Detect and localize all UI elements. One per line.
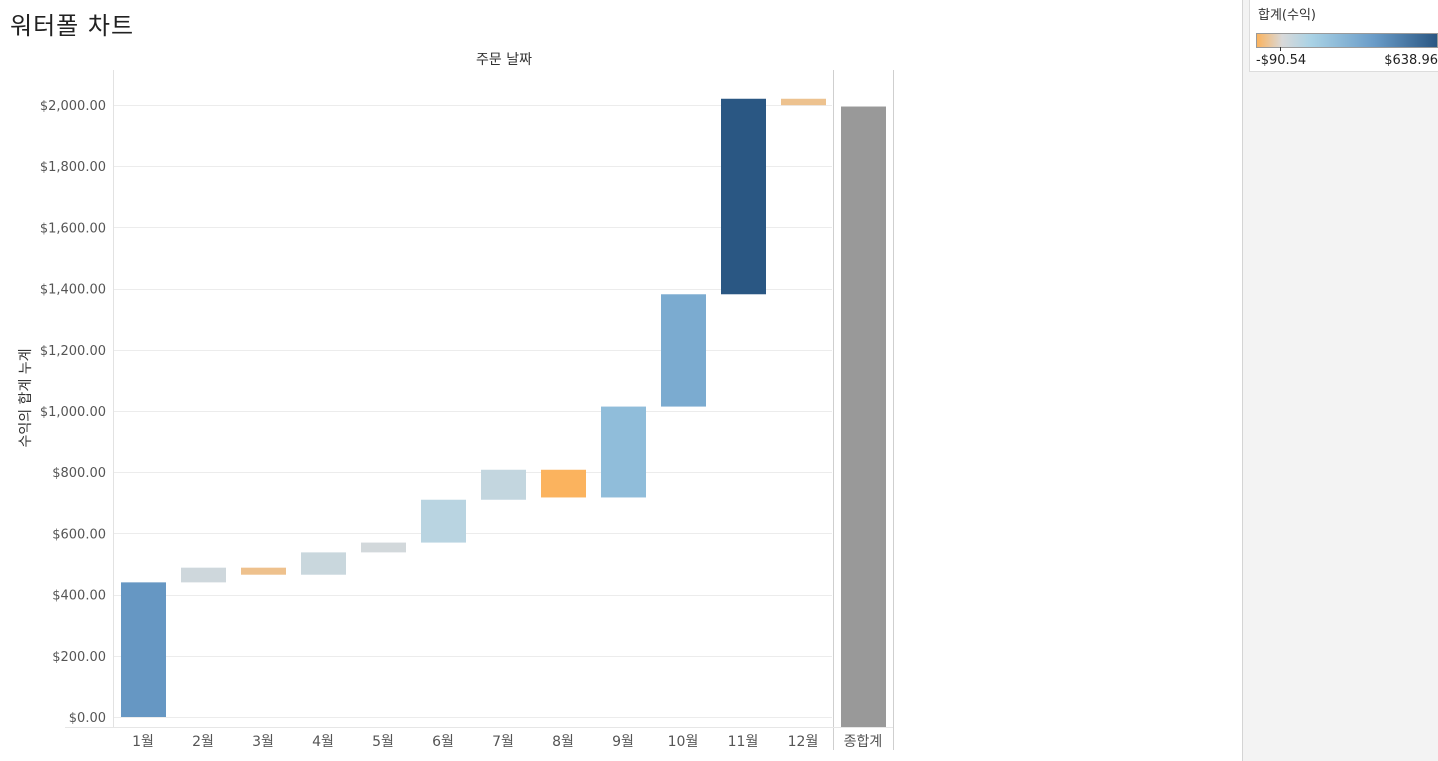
bar-9[interactable] [601,406,646,498]
bar-12[interactable] [781,98,826,106]
y-tick-label: $0.00 [69,711,106,726]
legend-min-label: -$90.54 [1256,53,1307,68]
legend-title: 합계(수익) [1258,8,1316,23]
bar-8[interactable] [541,469,586,498]
legend-color-ramp [1256,33,1438,48]
x-tick-label: 3월 [252,734,274,750]
y-tick-label: $1,000.00 [40,405,106,420]
y-tick-label: $200.00 [52,650,106,665]
x-tick-label: 6월 [432,734,454,750]
side-panel: 합계(수익) -$90.54 $638.96 [1242,0,1438,761]
y-tick-label: $2,000.00 [40,99,106,114]
bar-10[interactable] [661,294,706,407]
x-tick-label: 9월 [612,734,634,750]
y-axis-ticks: $0.00 $200.00 $400.00 $600.00 $800.00 $1,000.… [40,99,106,726]
bars[interactable] [121,98,886,727]
bar-1[interactable] [121,582,166,717]
x-tick-label: 11월 [728,734,759,750]
legend-zero-marker [1280,47,1281,51]
bar-4[interactable] [301,552,346,575]
y-tick-label: $1,200.00 [40,344,106,359]
bar-11[interactable] [721,98,766,295]
bar-total[interactable] [841,106,886,727]
waterfall-chart: $0.00 $200.00 $400.00 $600.00 $800.00 $1,000.… [18,52,894,750]
x-tick-label: 5월 [372,734,394,750]
gridlines [113,105,832,718]
sheet-title: 워터폴 차트 [10,12,135,40]
x-tick-label: 10월 [668,734,699,750]
x-tick-label: 4월 [312,734,334,750]
bar-3[interactable] [241,567,286,575]
y-tick-label: $600.00 [52,527,106,542]
x-tick-label-total: 종합계 [844,734,883,750]
x-tick-label: 1월 [132,734,154,750]
y-axis-title: 수익의 합계 누계 [18,348,34,447]
y-tick-label: $800.00 [52,466,106,481]
x-tick-label: 2월 [192,734,214,750]
x-tick-label: 8월 [552,734,574,750]
bar-5[interactable] [361,542,406,553]
x-axis-ticks: 1월 2월 3월 4월 5월 6월 7월 8월 9월 10월 11월 12월 종합계 [132,734,882,750]
y-tick-label: $400.00 [52,589,106,604]
y-tick-label: $1,800.00 [40,160,106,175]
bar-7[interactable] [481,469,526,500]
legend-max-label: $638.96 [1384,53,1438,68]
chart-frame [65,70,894,750]
bar-2[interactable] [181,567,226,583]
bar-6[interactable] [421,499,466,543]
x-tick-label: 12월 [788,734,819,750]
x-tick-label: 7월 [492,734,514,750]
color-legend[interactable]: 합계(수익) -$90.54 $638.96 [1249,0,1438,72]
y-tick-label: $1,400.00 [40,283,106,298]
y-tick-label: $1,600.00 [40,221,106,236]
column-header: 주문 날짜 [476,52,532,68]
